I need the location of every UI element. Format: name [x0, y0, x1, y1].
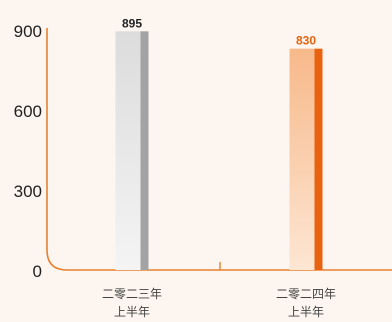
- bar-edge: [314, 48, 323, 270]
- x-category-label: 二零二三年: [102, 287, 162, 301]
- axis-line: [46, 28, 392, 271]
- y-tick-label: 300: [14, 182, 42, 201]
- bar: [289, 48, 315, 270]
- data-label: 830: [296, 34, 316, 48]
- x-category-label: 二零二四年: [276, 287, 336, 301]
- y-tick-label: 0: [33, 262, 42, 281]
- bar-group: [115, 31, 323, 271]
- y-tick-label: 600: [14, 102, 42, 121]
- x-category-label: 上半年: [288, 305, 324, 319]
- data-label: 895: [122, 16, 142, 30]
- bar-edge: [140, 31, 149, 271]
- bar: [115, 31, 141, 271]
- x-category-label: 上半年: [114, 305, 150, 319]
- y-tick-label: 900: [14, 22, 42, 41]
